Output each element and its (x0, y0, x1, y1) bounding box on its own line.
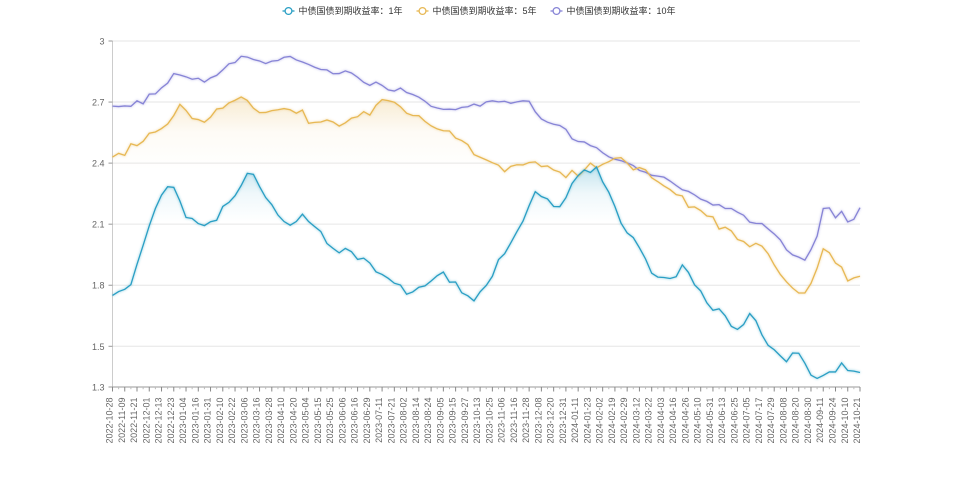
svg-text:2023-07-11: 2023-07-11 (374, 398, 384, 443)
svg-text:2024-06-25: 2024-06-25 (729, 398, 739, 444)
svg-text:2024-03-12: 2024-03-12 (631, 398, 641, 444)
svg-text:2022-11-21: 2022-11-21 (129, 398, 139, 443)
svg-text:2024-07-05: 2024-07-05 (742, 398, 752, 444)
svg-text:2023-08-24: 2023-08-24 (423, 398, 433, 444)
svg-text:1.8: 1.8 (92, 281, 105, 291)
svg-text:2023-08-02: 2023-08-02 (399, 398, 409, 444)
svg-text:2024-07-17: 2024-07-17 (754, 398, 764, 444)
svg-text:2022-12-01: 2022-12-01 (141, 398, 151, 444)
svg-text:3: 3 (99, 37, 104, 47)
svg-text:2023-04-10: 2023-04-10 (276, 398, 286, 444)
svg-text:2023-11-28: 2023-11-28 (521, 398, 531, 443)
svg-text:2022-12-23: 2022-12-23 (166, 398, 176, 444)
svg-text:2024-04-03: 2024-04-03 (656, 398, 666, 444)
svg-text:2.7: 2.7 (92, 98, 105, 108)
svg-text:2023-08-14: 2023-08-14 (411, 398, 421, 444)
svg-text:2024-05-31: 2024-05-31 (705, 398, 715, 444)
svg-text:2024-09-24: 2024-09-24 (827, 398, 837, 444)
svg-text:2023-07-21: 2023-07-21 (386, 398, 396, 444)
svg-text:2023-01-16: 2023-01-16 (190, 398, 200, 444)
svg-text:2023-03-16: 2023-03-16 (252, 398, 262, 444)
svg-text:2023-11-16: 2023-11-16 (509, 398, 519, 443)
svg-text:2024-01-23: 2024-01-23 (582, 398, 592, 444)
svg-text:1.3: 1.3 (92, 383, 105, 393)
svg-text:2024-08-08: 2024-08-08 (778, 398, 788, 444)
svg-text:2023-02-10: 2023-02-10 (215, 398, 225, 444)
svg-text:2023-05-04: 2023-05-04 (301, 398, 311, 444)
svg-text:2023-02-22: 2023-02-22 (227, 398, 237, 444)
svg-text:2024-05-10: 2024-05-10 (693, 398, 703, 444)
svg-text:2023-11-06: 2023-11-06 (497, 398, 507, 443)
svg-text:2024-10-10: 2024-10-10 (840, 398, 850, 444)
svg-text:2022-12-13: 2022-12-13 (154, 398, 164, 444)
svg-text:2024-06-13: 2024-06-13 (717, 398, 727, 444)
svg-text:2023-09-15: 2023-09-15 (448, 398, 458, 444)
svg-text:2024-10-21: 2024-10-21 (852, 398, 862, 444)
svg-text:2023-05-25: 2023-05-25 (325, 398, 335, 444)
svg-text:2.4: 2.4 (92, 159, 105, 169)
svg-text:2023-12-08: 2023-12-08 (533, 398, 543, 444)
svg-text:中债国债到期收益率：10年: 中债国债到期收益率：10年 (567, 5, 676, 16)
svg-text:2024-02-02: 2024-02-02 (595, 398, 605, 444)
svg-text:2024-04-26: 2024-04-26 (680, 398, 690, 444)
svg-text:1.5: 1.5 (92, 342, 105, 352)
svg-text:2023-10-25: 2023-10-25 (484, 398, 494, 444)
svg-text:2024-01-11: 2024-01-11 (570, 398, 580, 443)
svg-text:2023-06-06: 2023-06-06 (337, 398, 347, 444)
svg-text:2023-03-28: 2023-03-28 (264, 398, 274, 444)
svg-text:2024-08-30: 2024-08-30 (803, 398, 813, 444)
svg-text:2023-03-06: 2023-03-06 (239, 398, 249, 444)
svg-text:中债国债到期收益率：1年: 中债国债到期收益率：1年 (299, 5, 403, 16)
svg-text:2023-10-13: 2023-10-13 (472, 398, 482, 444)
svg-text:2023-04-20: 2023-04-20 (288, 398, 298, 444)
svg-text:2024-09-11: 2024-09-11 (815, 398, 825, 443)
svg-text:2024-02-29: 2024-02-29 (619, 398, 629, 444)
svg-text:2023-06-29: 2023-06-29 (362, 398, 372, 444)
svg-text:2022-10-28: 2022-10-28 (105, 398, 115, 444)
svg-text:2.1: 2.1 (92, 220, 105, 230)
svg-text:2023-01-04: 2023-01-04 (178, 398, 188, 444)
svg-text:2024-07-29: 2024-07-29 (766, 398, 776, 444)
svg-text:2023-12-20: 2023-12-20 (546, 398, 556, 444)
svg-text:2023-12-31: 2023-12-31 (558, 398, 568, 444)
svg-text:2024-08-20: 2024-08-20 (791, 398, 801, 444)
svg-text:2024-03-22: 2024-03-22 (644, 398, 654, 444)
svg-text:2023-06-16: 2023-06-16 (350, 398, 360, 444)
svg-text:2024-02-19: 2024-02-19 (607, 398, 617, 444)
svg-text:2024-04-16: 2024-04-16 (668, 398, 678, 444)
svg-text:中债国债到期收益率：5年: 中债国债到期收益率：5年 (433, 5, 537, 16)
svg-text:2022-11-09: 2022-11-09 (117, 398, 127, 443)
svg-text:2023-05-15: 2023-05-15 (313, 398, 323, 444)
svg-text:2023-09-27: 2023-09-27 (460, 398, 470, 444)
svg-text:2023-09-05: 2023-09-05 (435, 398, 445, 444)
svg-text:2023-01-31: 2023-01-31 (203, 398, 213, 444)
